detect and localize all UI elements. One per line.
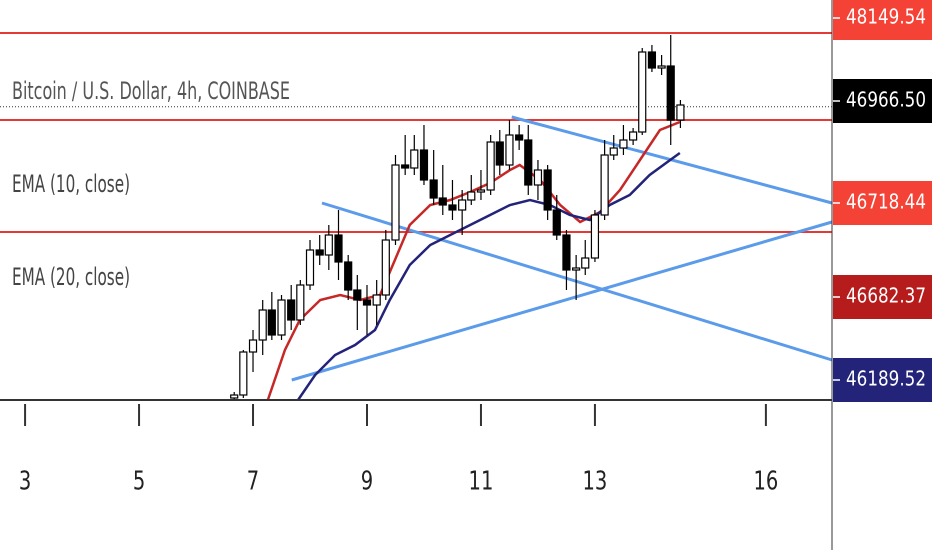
candle-body-up (581, 257, 590, 269)
x-tick-label: 16 (753, 467, 778, 496)
plot-area (0, 32, 833, 401)
ema-line (297, 151, 681, 401)
candle-body-up (609, 147, 618, 156)
candle-body-up (629, 131, 638, 141)
candle-body-down (438, 197, 447, 206)
candle-body-up (590, 214, 600, 259)
price-tag-label: 46718.44 (846, 190, 926, 214)
candle-body-down (562, 234, 571, 271)
candle-body-down (647, 51, 657, 69)
x-tick-label: 11 (469, 467, 494, 496)
x-tick-label: 3 (19, 467, 31, 496)
candle-body-up (239, 351, 248, 396)
x-tick-label: 5 (133, 467, 145, 496)
price-tag-label: 46966.50 (846, 88, 926, 112)
candle-body-up (476, 189, 486, 193)
candle-body-up (467, 191, 476, 201)
price-tag-label: 46189.52 (846, 367, 926, 391)
candle-body-up (486, 141, 495, 191)
candle-body-up (258, 309, 267, 341)
price-tag (833, 79, 932, 123)
candle-body-up (248, 339, 258, 353)
candle-body-down (429, 179, 438, 199)
candle-body-up (391, 164, 400, 241)
candle-body-down (419, 149, 429, 181)
candle-body-up (657, 65, 666, 69)
candle-body-down (515, 134, 524, 141)
candle-body-up (372, 294, 381, 306)
price-tag (833, 275, 932, 319)
chart-title: Bitcoin / U.S. Dollar, 4h, COINBASE (12, 77, 290, 105)
candle-body-up (533, 169, 543, 186)
candle-body-down (344, 261, 353, 291)
price-tag (833, 181, 932, 225)
candle-body-up (381, 239, 390, 296)
candle-body-down (315, 249, 324, 256)
price-tag-label: 48149.54 (846, 5, 926, 29)
candle-body-up (505, 134, 514, 166)
legend-entry: EMA (10, close) (12, 170, 130, 198)
candle-body-up (230, 394, 239, 399)
candle-body-up (619, 139, 628, 149)
candle-body-down (267, 309, 276, 336)
candle-body-up (324, 234, 333, 256)
candle-body-up (296, 284, 305, 321)
legend-entry: EMA (20, close) (12, 263, 130, 291)
candle-body-down (401, 164, 410, 169)
trendline (291, 220, 833, 382)
candle-body-up (277, 299, 286, 336)
candle-body-up (600, 154, 609, 216)
candle-body-down (362, 299, 372, 306)
candle-body-up (676, 104, 685, 121)
x-tick-label: 9 (361, 467, 373, 496)
candle-body-down (495, 141, 504, 166)
candle-body-up (458, 199, 467, 211)
candle-body-down (448, 204, 457, 211)
candle-body-down (287, 299, 296, 321)
price-tag (833, 358, 932, 402)
candle-body-down (524, 139, 533, 186)
candle-body-up (572, 267, 581, 271)
candle-body-up (638, 51, 647, 133)
candle-body-up (305, 249, 315, 286)
candle-body-down (353, 289, 362, 301)
x-tick-label: 13 (583, 467, 608, 496)
x-tick-label: 7 (247, 467, 259, 496)
candle-body-down (334, 234, 343, 263)
candle-body-down (552, 209, 561, 236)
price-tag-label: 46682.37 (846, 284, 926, 308)
candle-body-down (666, 65, 675, 121)
candle-body-down (543, 169, 552, 211)
candle-body-up (410, 149, 419, 169)
price-tag (833, 0, 932, 40)
